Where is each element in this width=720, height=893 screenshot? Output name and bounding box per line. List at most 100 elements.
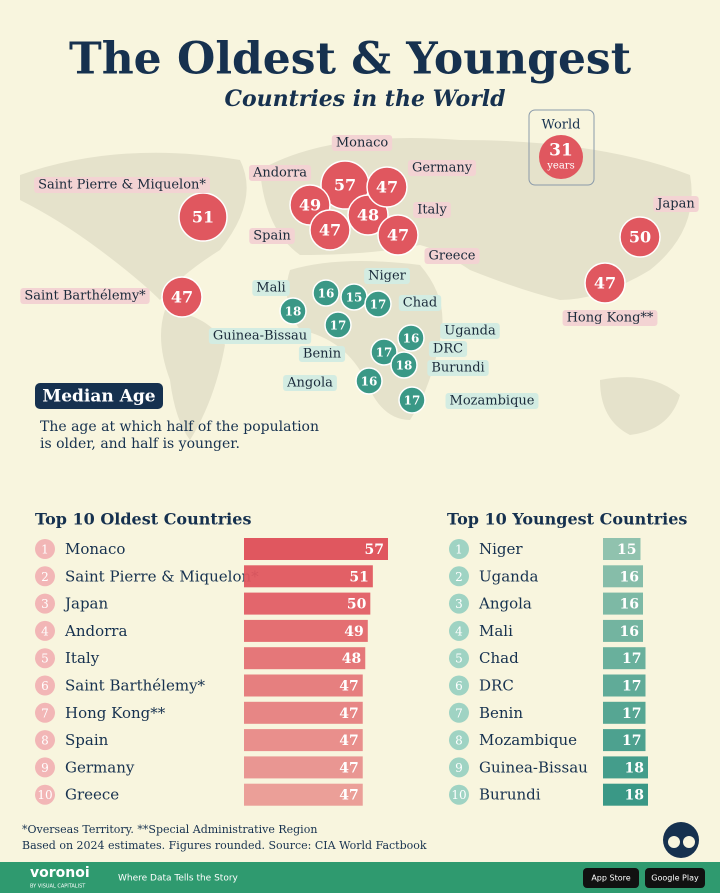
map-label: Spain [253,229,291,244]
title: The Oldest & Youngest [69,34,632,85]
rank-badge [449,566,469,587]
bar [603,647,646,670]
bar [244,701,363,724]
rank-badge [449,648,469,669]
map-label-bg [252,280,290,296]
map-bubble-value: 57 [334,176,356,195]
map-bubble [279,297,307,325]
tagline: Where Data Tells the Story [118,874,239,884]
rank: 9 [41,761,49,775]
bar [603,538,641,560]
map-bubble [161,276,203,318]
bar-value: 18 [625,760,644,776]
category-label: Germany [65,758,135,776]
map-label: Mozambique [450,394,535,409]
map-label-bg [20,288,150,304]
map-bubble-value: 51 [192,208,214,227]
map-bubble [370,338,398,366]
map-label: Greece [429,249,476,264]
rank-badge [449,539,469,559]
category-label: Chad [479,649,519,667]
bar [244,565,373,588]
map-label-bg [208,328,312,344]
rank-badge [449,593,469,614]
map-bubble-value: 17 [370,298,387,312]
bar [603,674,646,697]
rank-badge [35,730,55,751]
category-label: Saint Pierre & Miquelon* [65,567,259,585]
bar-value: 47 [339,679,358,695]
bar [603,729,646,752]
subtitle: Countries in the World [224,86,505,112]
map-bubble-value: 16 [361,375,378,389]
bar-value: 47 [339,788,358,804]
map-label: Uganda [444,324,496,339]
map-label-bg [398,295,442,311]
map-label: Italy [417,203,447,218]
map-label: Benin [303,347,342,362]
map-label-bg [440,323,500,339]
bar [603,592,643,615]
map-bubble-value: 50 [629,228,651,247]
bar-value: 16 [620,624,639,640]
bar [603,565,643,588]
bar-value: 47 [339,733,358,749]
map-label-bg [653,196,699,212]
rank: 7 [41,706,49,720]
rank-badge [449,757,469,778]
map-bubble [398,386,426,414]
bar-value: 49 [344,624,363,640]
category-label: Saint Barthélemy* [65,677,206,695]
bar [603,783,648,806]
map-bubble [390,351,418,379]
bar-value: 18 [625,788,644,804]
map-label: Angola [286,376,333,391]
map-bubble [366,166,408,208]
world-unit: years [546,161,574,172]
map-bubble-value: 47 [387,226,409,245]
footnote: *Overseas Territory. **Special Administr… [22,823,317,836]
google-play-button[interactable] [645,868,705,888]
map-label-bg [407,160,477,176]
bar [244,538,388,560]
app-store-button[interactable] [583,868,639,888]
world-bubble [539,135,583,179]
category-label: Niger [479,540,523,558]
category-label: Andorra [64,622,127,640]
map-label: Niger [368,269,407,284]
bar-value: 16 [620,569,639,585]
category-label: Spain [65,731,109,749]
category-label: Burundi [479,786,541,804]
bar [244,729,363,752]
rank-badge [35,620,55,641]
bar-value: 17 [622,706,641,722]
map-label: Hong Kong** [567,311,654,326]
rank: 2 [455,570,463,584]
map-label-bg [298,346,346,362]
rank-badge [35,784,55,805]
category-label: Greece [65,786,119,804]
map-bubble [309,209,351,251]
rank: 4 [455,624,463,638]
bar-value: 50 [347,597,367,613]
footnote: Based on 2024 estimates. Figures rounded… [22,839,427,852]
map-label-bg [34,177,210,193]
bar [244,647,366,670]
bar [244,783,363,806]
rank: 9 [455,761,463,775]
category-label: Mozambique [479,731,577,749]
map-label-bg [331,135,393,151]
bar [244,619,368,642]
bar [603,756,648,779]
map-label-bg [424,248,480,264]
chart-title: Top 10 Oldest Countries [35,510,251,529]
rank-badge [449,784,469,805]
map-bubble [312,279,340,307]
map-bubble-value: 16 [318,287,335,301]
map-label-bg [283,375,337,391]
app-store-text: App Store [591,874,630,883]
bar-value: 15 [617,542,636,558]
map-label: Monaco [336,136,389,151]
map-bubble-value: 17 [404,394,421,408]
category-label: Hong Kong** [65,704,166,722]
